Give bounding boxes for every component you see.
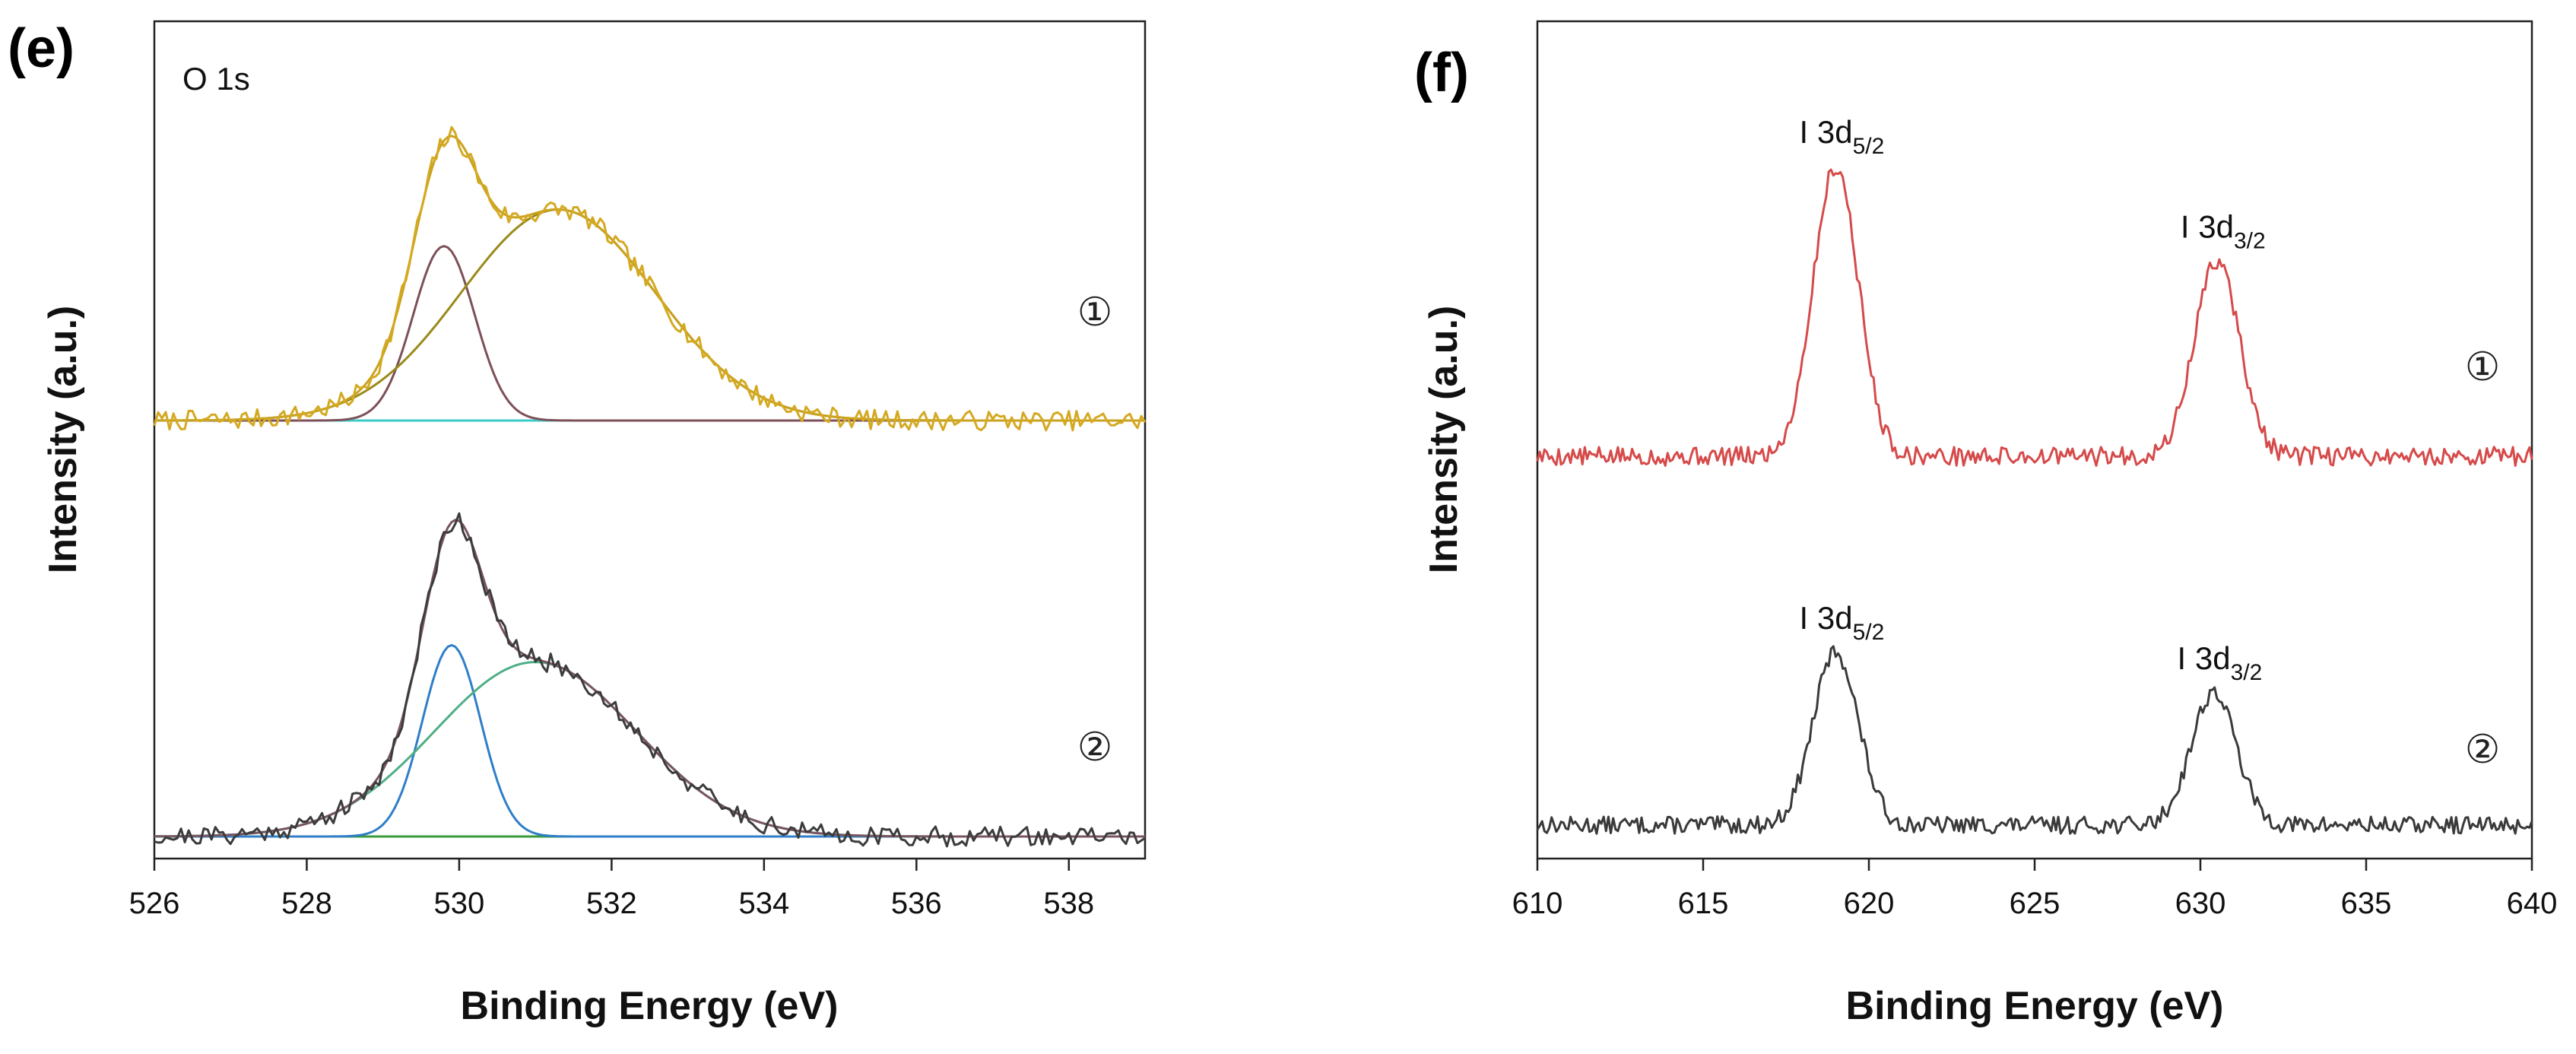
panel-e: (e) O 1s 526 528 530 532 534 536 538 Binding E…	[8, 18, 1147, 1028]
panel-e-y-axis-title: Intensity (a.u.)	[41, 306, 85, 573]
panel-e-series-1-fit-peak-2	[154, 208, 1145, 422]
panel-e-series-1-raw-data	[153, 125, 1147, 432]
panel-e-x-tick-label: 532	[586, 887, 637, 920]
panel-f-x-tick-label: 620	[1844, 887, 1895, 920]
panel-e-x-axis-title: Binding Energy (eV)	[461, 984, 839, 1028]
panel-f-x-tick-label: 630	[2175, 887, 2226, 920]
panel-f-series-1-peak-label-1: I 3d5/2	[1800, 114, 1885, 159]
panel-e-series-2-fit-peak-1	[154, 643, 1145, 838]
panel-f-x-tick-label: 635	[2341, 887, 2392, 920]
panel-f-series-2-peak-label-1: I 3d5/2	[1800, 600, 1885, 645]
panel-f-y-axis-title: Intensity (a.u.)	[1422, 306, 1466, 573]
panel-e-x-tick-label: 534	[738, 887, 789, 920]
panel-e-frame	[153, 20, 1147, 860]
panel-f: (f) I 3d5/2I 3d3/2I 3d5/2I 3d3/2 610 615 6…	[1414, 20, 2558, 1028]
panel-e-title: O 1s	[182, 61, 250, 97]
panel-e-x-tick-label: 536	[891, 887, 942, 920]
panel-f-series-2-peak-label-2: I 3d3/2	[2178, 640, 2263, 685]
panel-e-x-axis: 526 528 530 532 534 536 538	[129, 859, 1094, 920]
panel-e-series-1-fit-peak-1	[154, 245, 1145, 422]
panel-f-curves: I 3d5/2 I 3d3/2 I 3d5/2 I 3d3/2	[1536, 114, 2533, 835]
panel-e-curves	[153, 125, 1147, 848]
panel-f-x-tick-label: 610	[1512, 887, 1563, 920]
panel-f-series-2-marker: ②	[2465, 727, 2501, 773]
panel-f-frame	[1536, 20, 2533, 860]
panel-e-x-tick-label: 528	[281, 887, 332, 920]
panel-e-series-1-marker: ①	[1077, 290, 1113, 335]
panel-f-label: (f)	[1414, 43, 1469, 103]
panel-e-series-2-fit-envelope	[154, 519, 1145, 838]
panel-f-x-axis: 610 615 620 625 630 635 640	[1512, 859, 2558, 920]
panel-f-x-tick-label: 615	[1678, 887, 1729, 920]
panel-e-series-2-raw-data	[154, 512, 1146, 848]
panel-f-x-tick-label: 640	[2507, 887, 2558, 920]
panel-f-x-axis-title: Binding Energy (eV)	[1846, 984, 2224, 1028]
panel-e-label: (e)	[8, 18, 75, 79]
panel-e-series-2-marker: ②	[1077, 725, 1113, 770]
panel-e-x-tick-label: 530	[434, 887, 485, 920]
panel-f-series-1-trace	[1536, 168, 2533, 467]
panel-f-series-1-marker: ①	[2465, 344, 2501, 390]
panel-f-series-1-peak-label-2: I 3d3/2	[2181, 209, 2266, 254]
panel-f-series-2-trace	[1536, 645, 2533, 835]
panel-e-x-tick-label: 538	[1043, 887, 1094, 920]
panel-f-x-tick-label: 625	[2010, 887, 2060, 920]
panel-e-x-tick-label: 526	[129, 887, 180, 920]
